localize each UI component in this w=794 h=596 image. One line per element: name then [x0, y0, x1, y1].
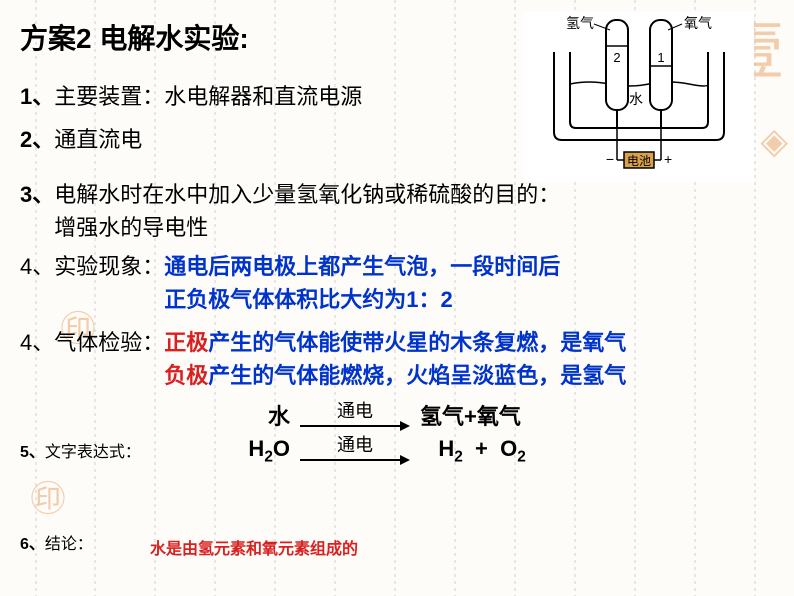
tube-mark-right: 1 [657, 50, 664, 65]
minus-sign: − [606, 151, 614, 167]
o2-label: 氧气 [684, 15, 712, 31]
item-label: 实验现象： [54, 254, 164, 279]
negative-electrode: 负极 [164, 363, 208, 388]
item-number: 3、 [20, 178, 54, 244]
electrolysis-diagram: 氢气 氧气 2 1 水 电池 − + [524, 12, 754, 182]
arrow-icon [300, 420, 410, 432]
item-4-phenomenon: 4、 实验现象：通电后两电极上都产生气泡，一段时间后 实验现象：正负极气体体积比… [20, 250, 774, 316]
verification-line2: 产生的气体能燃烧，火焰呈淡蓝色，是氢气 [208, 363, 626, 388]
h2-label: 氢气 [566, 15, 594, 31]
item-4-verification: 4、 气体检验：正极产生的气体能使带火星的木条复燃，是氧气 气体检验：负极产生的… [20, 326, 774, 392]
item-number: 4、 [20, 250, 54, 316]
item-text: 水电解器和直流电源 [164, 84, 362, 109]
item-3: 3、 电解水时在水中加入少量氢氧化钠或稀硫酸的目的： 增强水的导电性 [20, 178, 774, 244]
water-label: 水 [629, 91, 643, 107]
eq-left: H2O [230, 435, 290, 467]
item-label: 结论： [45, 536, 93, 553]
title-number: 2 [76, 23, 92, 54]
title-text: 方案 [20, 23, 76, 54]
item-number: 4、 [20, 326, 54, 392]
item-number: 1、 [20, 80, 54, 113]
item-label: 气体检验： [54, 330, 164, 355]
item-text: 增强水的导电性 [54, 215, 208, 240]
eq-right: 氢气+氧气 [420, 403, 521, 432]
equation-block: 水 通电 氢气+氧气 H2O 通电 H2 + O2 [230, 400, 774, 468]
tube-mark-left: 2 [613, 50, 620, 65]
plus-sign: + [664, 151, 672, 167]
arrow-icon [300, 454, 410, 466]
item-number: 2、 [20, 123, 54, 156]
chem-equation: H2O 通电 H2 + O2 [230, 434, 774, 468]
phenomenon-line1: 通电后两电极上都产生气泡，一段时间后 [164, 254, 560, 279]
item-label: 主要装置： [54, 84, 164, 109]
item-number: 6、 [20, 536, 45, 553]
title-text: 电解水实验: [92, 23, 249, 54]
item-number: 5、 [20, 444, 45, 461]
word-equation: 水 通电 氢气+氧气 [230, 400, 774, 434]
battery-label: 电池 [627, 154, 651, 168]
eq-left: 水 [230, 403, 290, 432]
eq-right: H2 + O2 [420, 435, 526, 467]
phenomenon-line2: 正负极气体体积比大约为1：2 [164, 287, 452, 312]
item-text: 电解水时在水中加入少量氢氧化钠或稀硫酸的目的： [54, 182, 560, 207]
arrow-condition: 通电 [337, 436, 373, 454]
item-6: 6、结论： [20, 530, 93, 554]
conclusion-text: 水是由氢元素和氧元素组成的 [150, 535, 358, 559]
item-5: 5、文字表达式： [20, 438, 141, 462]
item-label: 文字表达式： [45, 444, 141, 461]
positive-electrode: 正极 [164, 330, 208, 355]
arrow-condition: 通电 [337, 402, 373, 420]
verification-line1: 产生的气体能使带火星的木条复燃，是氧气 [208, 330, 626, 355]
